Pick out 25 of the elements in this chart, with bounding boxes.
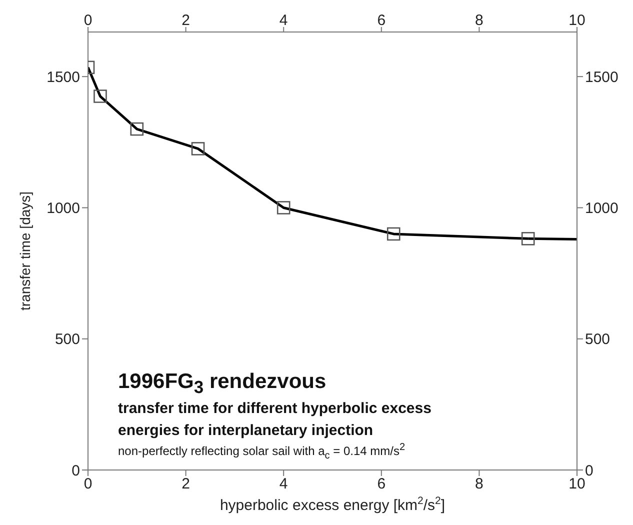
x-tick-label: 4 xyxy=(279,12,288,29)
x2-tick-label: 6 xyxy=(377,476,386,493)
x2-tick-label: 2 xyxy=(182,476,190,493)
x2-tick-label: 4 xyxy=(279,476,288,493)
x-tick-label: 0 xyxy=(84,12,92,29)
y-tick-label: 0 xyxy=(72,462,80,480)
annotation: transfer time for different hyperbolic excess energies for interplanetary injection xyxy=(118,399,432,442)
y2-tick-label: 500 xyxy=(585,331,610,348)
x2-tick-label: 0 xyxy=(84,476,92,493)
y-tick-label: 1500 xyxy=(46,68,80,86)
y2-tick-label: 1000 xyxy=(585,200,618,218)
y2-tick-label: 1500 xyxy=(585,68,618,86)
x2-tick-label: 8 xyxy=(475,476,484,493)
x-tick-label: 8 xyxy=(475,12,484,29)
x2-tick-label: 10 xyxy=(568,476,586,493)
x-axis-title: hyperbolic excess energy [km$^{2}$/s$^{2}$] xyxy=(220,495,446,514)
y-axis-title: transfer time [days] xyxy=(17,191,33,311)
y2-tick-label: 0 xyxy=(585,462,594,480)
y-tick-label: 500 xyxy=(54,331,80,348)
x-tick-label: 6 xyxy=(377,12,386,29)
x-tick-label: 10 xyxy=(568,12,586,29)
y-tick-label: 1000 xyxy=(46,200,80,218)
annotation: 1996FG$_{3}$ rendezvous xyxy=(118,370,328,398)
annotation: non-perfectly reflecting solar sail with a$_{c}$ = 0.14 mm/s$^{2}$ xyxy=(118,442,406,462)
x-tick-label: 2 xyxy=(182,12,190,29)
